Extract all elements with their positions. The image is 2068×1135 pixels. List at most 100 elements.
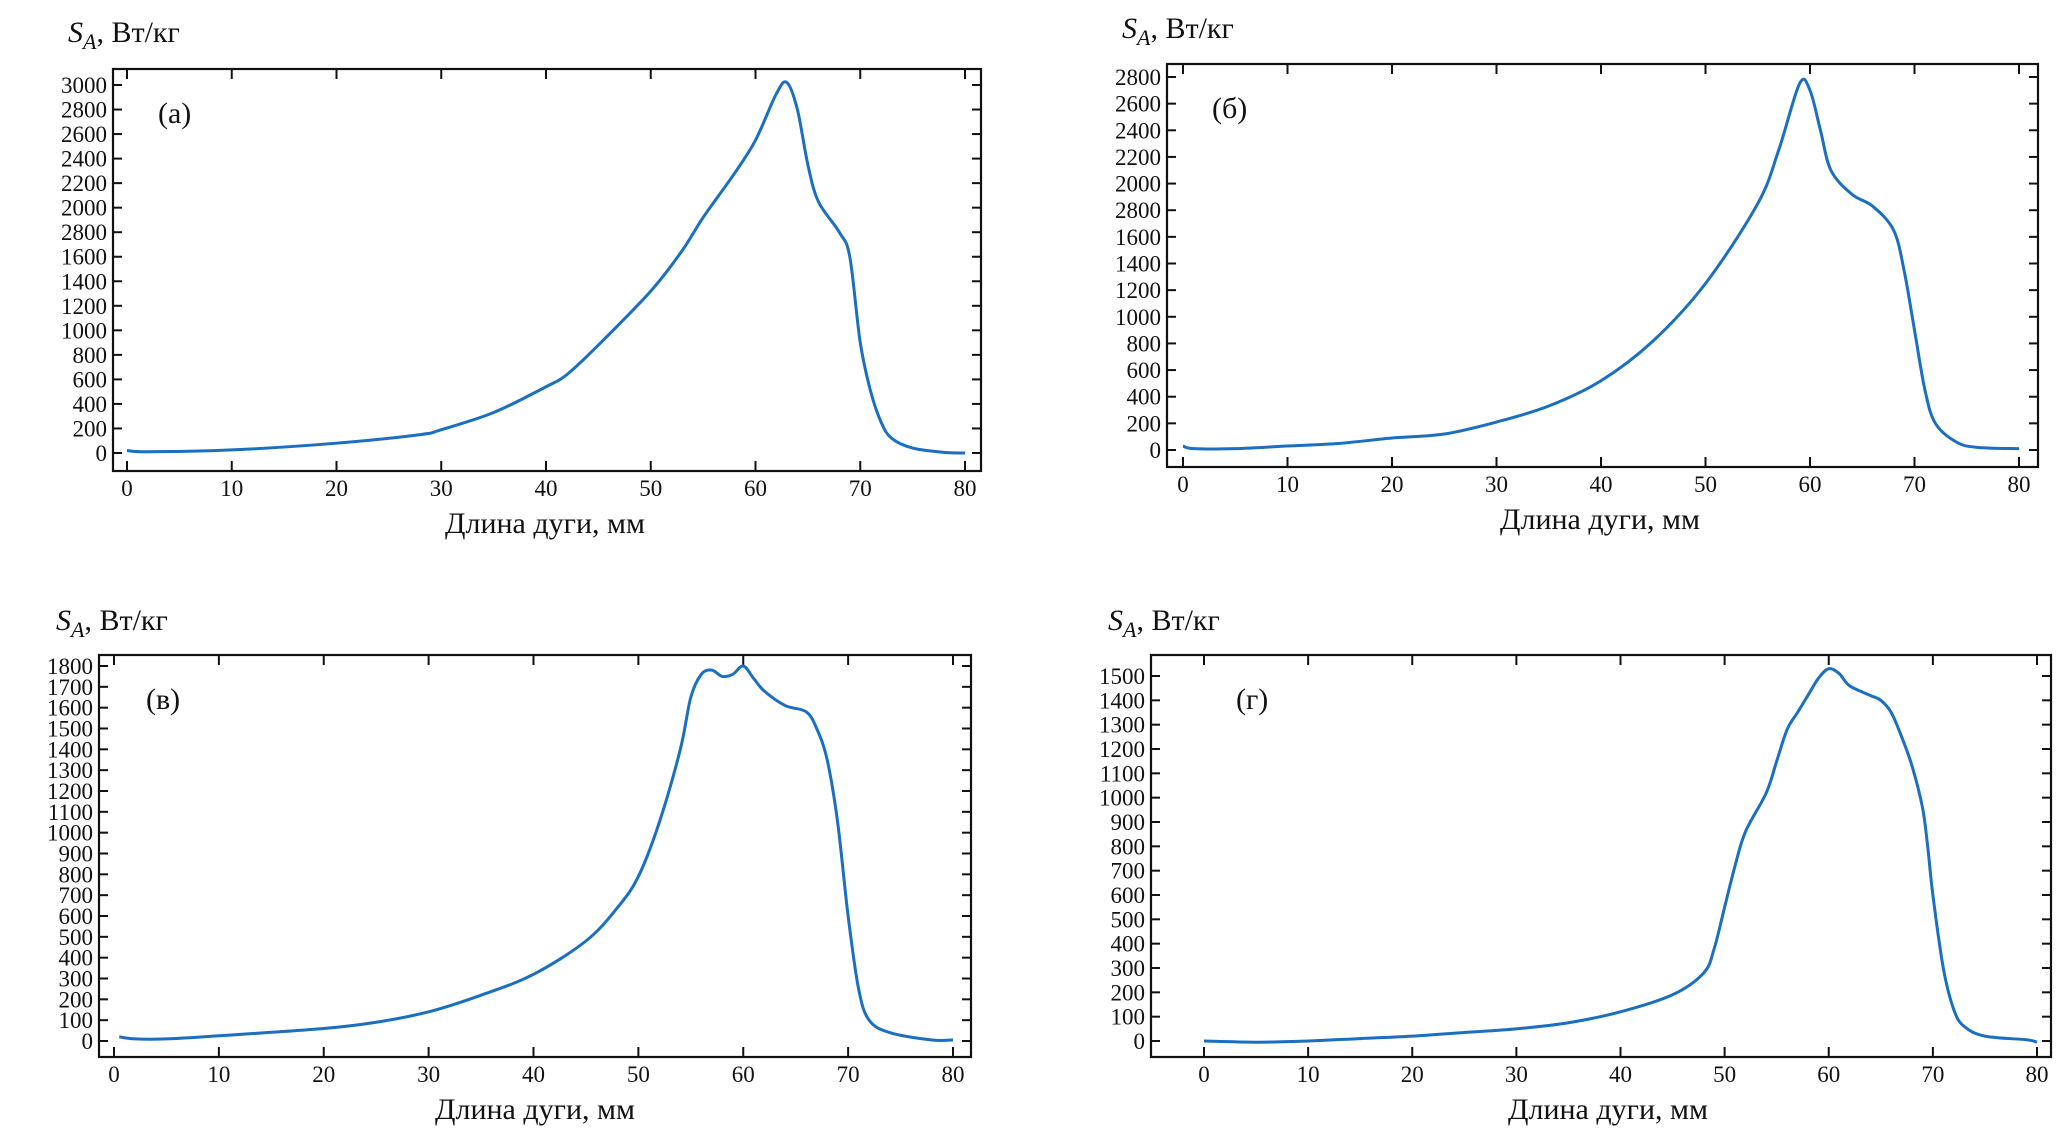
y-tick-label: 1300 xyxy=(47,758,93,783)
x-tick-label: 60 xyxy=(744,476,767,501)
y-tick-label: 400 xyxy=(1111,932,1146,957)
y-tick-label: 2000 xyxy=(1115,172,1161,197)
x-tick-label: 70 xyxy=(837,1062,860,1087)
y-label-symbol: S xyxy=(1108,604,1123,637)
x-tick-label: 10 xyxy=(1297,1062,1320,1087)
y-tick-label: 1000 xyxy=(1099,786,1145,811)
y-axis-label: SA, Вт/кг xyxy=(68,16,180,54)
y-tick-label: 2800 xyxy=(1115,198,1161,223)
y-tick-label: 200 xyxy=(73,416,108,441)
y-label-subscript: A xyxy=(1121,617,1137,642)
x-axis-label: Длина дуги, мм xyxy=(435,1093,635,1126)
x-tick-label: 80 xyxy=(942,1062,965,1087)
plot-frame xyxy=(1165,62,2040,469)
x-tick-label: 0 xyxy=(1177,472,1189,497)
y-label-symbol: S xyxy=(56,604,71,637)
y-tick-label: 1000 xyxy=(47,821,93,846)
x-tick-label: 70 xyxy=(1921,1062,1944,1087)
y-tick-label: 500 xyxy=(59,925,94,950)
x-tick-label: 40 xyxy=(1609,1062,1632,1087)
y-tick-label: 1400 xyxy=(1115,252,1161,277)
y-tick-label: 1400 xyxy=(1099,688,1145,713)
chart-panel: 0 10 20 30 40 50 60 70 8001002003004005006007008… xyxy=(47,604,973,1126)
x-tick-label: 40 xyxy=(1590,472,1613,497)
y-axis-label: SA, Вт/кг xyxy=(1108,604,1220,642)
x-tick-label: 40 xyxy=(522,1062,545,1087)
x-tick-label: 60 xyxy=(1817,1062,1840,1087)
y-tick-label: 1200 xyxy=(61,294,107,319)
y-tick-label: 0 xyxy=(1134,1029,1146,1054)
y-tick-label: 100 xyxy=(59,1008,94,1033)
y-tick-label: 800 xyxy=(1111,834,1146,859)
y-tick-label: 600 xyxy=(73,367,108,392)
x-tick-label: 20 xyxy=(312,1062,335,1087)
y-tick-label: 1700 xyxy=(47,675,93,700)
y-tick-label: 2800 xyxy=(1115,65,1161,90)
y-tick-label: 800 xyxy=(73,343,108,368)
x-tick-label: 30 xyxy=(1505,1062,1528,1087)
y-label-units: , Вт/кг xyxy=(96,16,179,49)
x-tick-label: 50 xyxy=(1694,472,1717,497)
x-tick-label: 50 xyxy=(639,476,662,501)
chart-panel: 0 10 20 30 40 50 60 70 8001002003004005006007008… xyxy=(1099,604,2053,1126)
x-tick-label: 0 xyxy=(108,1062,120,1087)
x-axis-label: Длина дуги, мм xyxy=(445,507,645,540)
y-tick-label: 100 xyxy=(1111,1005,1146,1030)
y-tick-label: 1200 xyxy=(1099,737,1145,762)
y-tick-label: 200 xyxy=(59,987,94,1012)
y-axis-label: SA, Вт/кг xyxy=(1122,12,1234,50)
x-tick-label: 20 xyxy=(325,476,348,501)
y-tick-label: 2200 xyxy=(61,171,107,196)
y-tick-label: 0 xyxy=(96,441,108,466)
y-tick-label: 600 xyxy=(1111,883,1146,908)
y-label-subscript: A xyxy=(69,617,85,642)
y-tick-label: 3000 xyxy=(61,73,107,98)
x-axis-label: Длина дуги, мм xyxy=(1500,503,1700,536)
y-label-subscript: A xyxy=(81,29,97,54)
x-tick-label: 30 xyxy=(417,1062,440,1087)
x-tick-label: 0 xyxy=(1198,1062,1210,1087)
y-tick-label: 600 xyxy=(1127,358,1162,383)
x-tick-label: 70 xyxy=(849,476,872,501)
x-tick-label: 30 xyxy=(430,476,453,501)
x-tick-label: 10 xyxy=(1276,472,1299,497)
series-line xyxy=(126,80,966,455)
y-tick-label: 1000 xyxy=(61,318,107,343)
y-tick-label: 2200 xyxy=(1115,145,1161,170)
y-axis-label: SA, Вт/кг xyxy=(56,604,168,642)
y-tick-label: 2600 xyxy=(61,122,107,147)
series-line xyxy=(119,664,954,1042)
y-label-units: , Вт/кг xyxy=(84,604,167,637)
series-line xyxy=(1203,667,2038,1044)
x-tick-label: 10 xyxy=(220,476,243,501)
y-tick-label: 0 xyxy=(1150,438,1162,463)
y-tick-label: 1600 xyxy=(1115,225,1161,250)
y-tick-label: 2800 xyxy=(61,220,107,245)
x-tick-label: 60 xyxy=(732,1062,755,1087)
y-tick-label: 1000 xyxy=(1115,305,1161,330)
y-tick-label: 1200 xyxy=(47,779,93,804)
panel-label: (a) xyxy=(158,97,191,130)
x-tick-label: 50 xyxy=(1713,1062,1736,1087)
y-tick-label: 0 xyxy=(82,1029,94,1054)
y-tick-label: 400 xyxy=(1127,385,1162,410)
y-tick-label: 700 xyxy=(1111,859,1146,884)
y-tick-label: 1100 xyxy=(48,800,93,825)
y-tick-label: 2400 xyxy=(61,147,107,172)
y-tick-label: 800 xyxy=(59,862,94,887)
y-tick-label: 2600 xyxy=(1115,92,1161,117)
x-tick-label: 60 xyxy=(1799,472,1822,497)
y-label-units: , Вт/кг xyxy=(1136,604,1219,637)
y-label-symbol: S xyxy=(1122,12,1137,45)
y-tick-label: 900 xyxy=(1111,810,1146,835)
y-tick-label: 1300 xyxy=(1099,713,1145,738)
plot-frame xyxy=(97,653,973,1059)
y-tick-label: 1800 xyxy=(47,654,93,679)
y-tick-label: 600 xyxy=(59,904,94,929)
y-tick-label: 300 xyxy=(1111,956,1146,981)
y-label-units: , Вт/кг xyxy=(1150,12,1233,45)
y-tick-label: 200 xyxy=(1127,411,1162,436)
x-tick-label: 10 xyxy=(207,1062,230,1087)
x-tick-label: 30 xyxy=(1485,472,1508,497)
